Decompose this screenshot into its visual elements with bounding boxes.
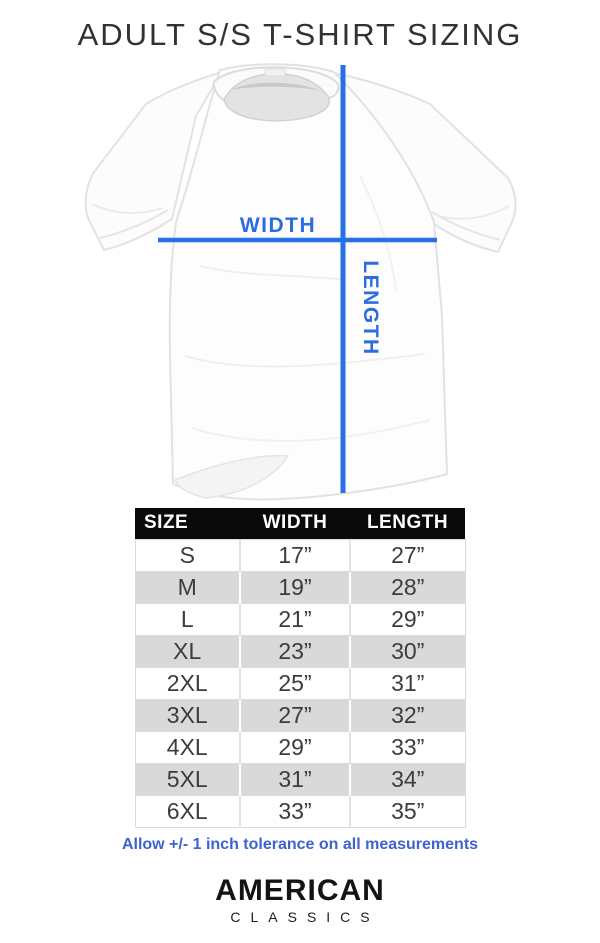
width-cell: 17” xyxy=(239,538,350,571)
length-cell: 33” xyxy=(349,730,466,763)
size-table: SIZE WIDTH LENGTH S 17” 27” M 19” 28” L … xyxy=(134,508,466,828)
length-cell: 28” xyxy=(349,570,466,603)
table-row: 5XL 31” 34” xyxy=(134,762,466,795)
table-row: L 21” 29” xyxy=(134,602,466,635)
size-cell: 4XL xyxy=(134,730,240,763)
page-title: ADULT S/S T-SHIRT SIZING xyxy=(77,17,523,52)
tolerance-note: Allow +/- 1 inch tolerance on all measur… xyxy=(121,835,479,853)
length-cell: 29” xyxy=(349,602,466,635)
width-column-header: WIDTH xyxy=(240,508,350,539)
table-row: S 17” 27” xyxy=(134,538,466,571)
brand-logo: AMERICAN CLASSICS xyxy=(0,874,600,925)
table-row: M 19” 28” xyxy=(134,570,466,603)
length-cell: 31” xyxy=(349,666,466,699)
table-row: 6XL 33” 35” xyxy=(134,794,466,828)
size-cell: 5XL xyxy=(134,762,240,795)
size-cell: 3XL xyxy=(134,698,240,731)
size-table-header-row: SIZE WIDTH LENGTH xyxy=(135,508,465,539)
size-cell: L xyxy=(134,602,240,635)
table-row: 2XL 25” 31” xyxy=(134,666,466,699)
brand-name-primary: AMERICAN xyxy=(215,873,385,907)
length-cell: 32” xyxy=(349,698,466,731)
brand-name-secondary: CLASSICS xyxy=(230,908,380,925)
table-row: 4XL 29” 33” xyxy=(134,730,466,763)
length-cell: 34” xyxy=(349,762,466,795)
width-cell: 29” xyxy=(239,730,350,763)
width-label: WIDTH xyxy=(240,214,316,237)
length-column-header: LENGTH xyxy=(350,508,465,539)
width-cell: 31” xyxy=(239,762,350,795)
width-cell: 19” xyxy=(239,570,350,603)
length-cell: 27” xyxy=(349,538,466,571)
length-cell: 35” xyxy=(349,794,466,828)
width-cell: 21” xyxy=(239,602,350,635)
width-cell: 33” xyxy=(239,794,350,828)
width-cell: 27” xyxy=(239,698,350,731)
size-cell: XL xyxy=(134,634,240,667)
table-row: XL 23” 30” xyxy=(134,634,466,667)
size-cell: S xyxy=(134,538,240,571)
length-label: LENGTH xyxy=(359,260,382,355)
size-cell: 6XL xyxy=(134,794,240,828)
width-cell: 23” xyxy=(239,634,350,667)
width-cell: 25” xyxy=(239,666,350,699)
size-cell: 2XL xyxy=(134,666,240,699)
size-cell: M xyxy=(134,570,240,603)
tshirt-illustration: WIDTH LENGTH xyxy=(84,63,517,501)
tshirt-measurement-diagram: WIDTH LENGTH xyxy=(0,56,600,506)
length-cell: 30” xyxy=(349,634,466,667)
table-row: 3XL 27” 32” xyxy=(134,698,466,731)
size-column-header: SIZE xyxy=(135,508,240,539)
